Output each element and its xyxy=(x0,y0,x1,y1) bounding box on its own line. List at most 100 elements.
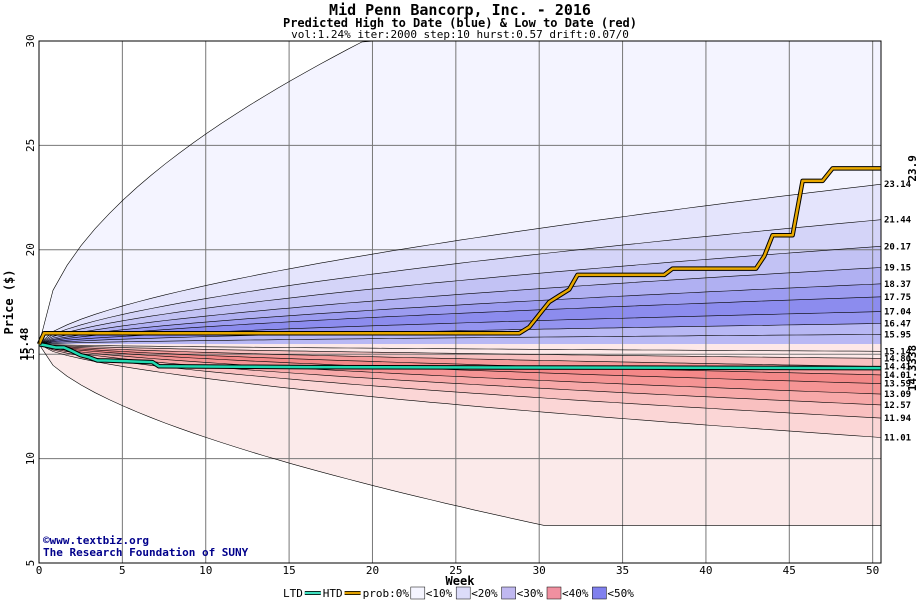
contour-line xyxy=(38,183,882,345)
level-label: 14.41 xyxy=(884,363,911,373)
series-lines xyxy=(36,166,882,371)
contour-line xyxy=(38,283,882,345)
low-band xyxy=(39,344,881,359)
final-htd-label: 23.9 xyxy=(906,155,919,182)
contour-line xyxy=(38,344,881,526)
legend-line xyxy=(344,591,361,595)
legend-label: <20% xyxy=(471,587,498,600)
level-label: 12.57 xyxy=(884,401,911,411)
level-label: 14.01 xyxy=(884,371,911,381)
high-band xyxy=(39,219,881,345)
high-band xyxy=(39,334,881,345)
chart-subtitle: Predicted High to Date (blue) & Low to D… xyxy=(283,16,637,30)
legend-swatch xyxy=(410,586,426,600)
grid-lines xyxy=(39,41,881,563)
x-tick-label: 25 xyxy=(449,564,462,577)
contour-line xyxy=(38,343,882,376)
level-label: 20.17 xyxy=(884,242,911,252)
contour-line xyxy=(38,246,882,345)
credit-org: The Research Foundation of SUNY xyxy=(43,546,249,559)
chart-title: Mid Penn Bancorp, Inc. - 2016 xyxy=(329,1,591,19)
x-tick-label: 30 xyxy=(533,564,546,577)
level-labels: 23.14 21.44 20.17 19.15 18.37 17.75 17.04 16.47… xyxy=(18,155,919,443)
y-tick-label: 20 xyxy=(24,243,37,256)
credit-site: ©www.textbiz.org xyxy=(43,534,149,547)
legend-label: <50% xyxy=(607,587,634,600)
y-axis-label: Price ($) xyxy=(2,269,16,334)
x-tick-label: 40 xyxy=(699,564,712,577)
contour-line xyxy=(38,296,882,345)
contour-line xyxy=(38,343,882,438)
final-ltd-label: 14.3338 xyxy=(906,345,919,391)
low-band xyxy=(39,344,881,395)
level-label: 11.94 xyxy=(884,414,912,424)
y-tick-label: 25 xyxy=(24,139,37,152)
legend-swatch xyxy=(501,586,516,600)
level-label: 17.75 xyxy=(884,293,911,303)
legend: LTD HTD prob:0% <10% <20% <30% <40% <50% xyxy=(283,586,634,600)
contour-line xyxy=(38,334,882,345)
x-tick-label: 35 xyxy=(616,564,629,577)
x-tick-label: 15 xyxy=(282,564,295,577)
contour-line xyxy=(38,343,882,395)
legend-label: prob:0% xyxy=(363,587,410,600)
x-tick-label: 5 xyxy=(119,564,126,577)
level-label: 14.80 xyxy=(884,354,911,364)
high-band xyxy=(39,283,881,345)
start-price-label: 15.48 xyxy=(18,328,31,361)
y-tick-label: 15 xyxy=(24,348,37,361)
contour-line xyxy=(38,343,882,384)
plot-frame xyxy=(38,40,882,564)
high-band xyxy=(39,296,881,345)
legend-line xyxy=(304,591,321,595)
y-tick-label: 10 xyxy=(24,452,37,465)
y-tick-labels: 5 10 15 20 25 30 xyxy=(24,34,37,566)
probability-bands xyxy=(39,41,881,526)
contour-lines xyxy=(38,40,882,526)
low-band xyxy=(39,344,881,367)
htd-line xyxy=(37,167,881,345)
level-label: 15.14 xyxy=(884,347,912,357)
chart-params: vol:1.24% iter:2000 step:10 hurst:0.57 d… xyxy=(291,28,629,41)
ltd-line xyxy=(38,342,882,370)
x-tick-label: 50 xyxy=(866,564,879,577)
contour-line xyxy=(38,343,882,367)
contour-line xyxy=(38,219,882,345)
high-band xyxy=(39,267,881,345)
low-band xyxy=(39,344,881,526)
legend-label: LTD xyxy=(283,587,303,600)
high-band xyxy=(39,41,881,345)
level-label: 13.09 xyxy=(884,390,911,400)
legend-swatch xyxy=(455,586,471,600)
y-tick-label: 5 xyxy=(24,560,37,567)
level-label: 21.44 xyxy=(884,216,912,226)
x-tick-label: 10 xyxy=(199,564,212,577)
x-tick-label: 0 xyxy=(36,564,43,577)
x-tick-label: 45 xyxy=(783,564,796,577)
x-axis-label: Week xyxy=(446,574,476,588)
contour-line xyxy=(38,267,882,345)
y-tick-label: 30 xyxy=(24,34,37,47)
low-band xyxy=(39,344,881,352)
level-label: 13.59 xyxy=(884,380,911,390)
contour-line xyxy=(38,343,882,359)
low-band xyxy=(39,344,881,384)
level-label: 19.15 xyxy=(884,264,911,274)
legend-label: <40% xyxy=(562,587,589,600)
level-label: 17.04 xyxy=(884,308,912,318)
level-label: 23.14 xyxy=(884,180,912,190)
high-band xyxy=(39,311,881,345)
x-tick-labels: 0 5 10 15 20 25 30 35 40 45 50 xyxy=(36,564,880,577)
level-label: 16.47 xyxy=(884,320,911,330)
legend-swatch xyxy=(546,586,562,600)
low-band xyxy=(39,344,881,438)
contour-line xyxy=(38,323,882,345)
x-tick-label: 20 xyxy=(366,564,379,577)
legend-label: HTD xyxy=(323,587,343,600)
legend-label: <30% xyxy=(517,587,544,600)
legend-swatch xyxy=(592,586,607,600)
low-band xyxy=(39,344,881,405)
high-band xyxy=(39,184,881,345)
level-label: 18.37 xyxy=(884,280,911,290)
